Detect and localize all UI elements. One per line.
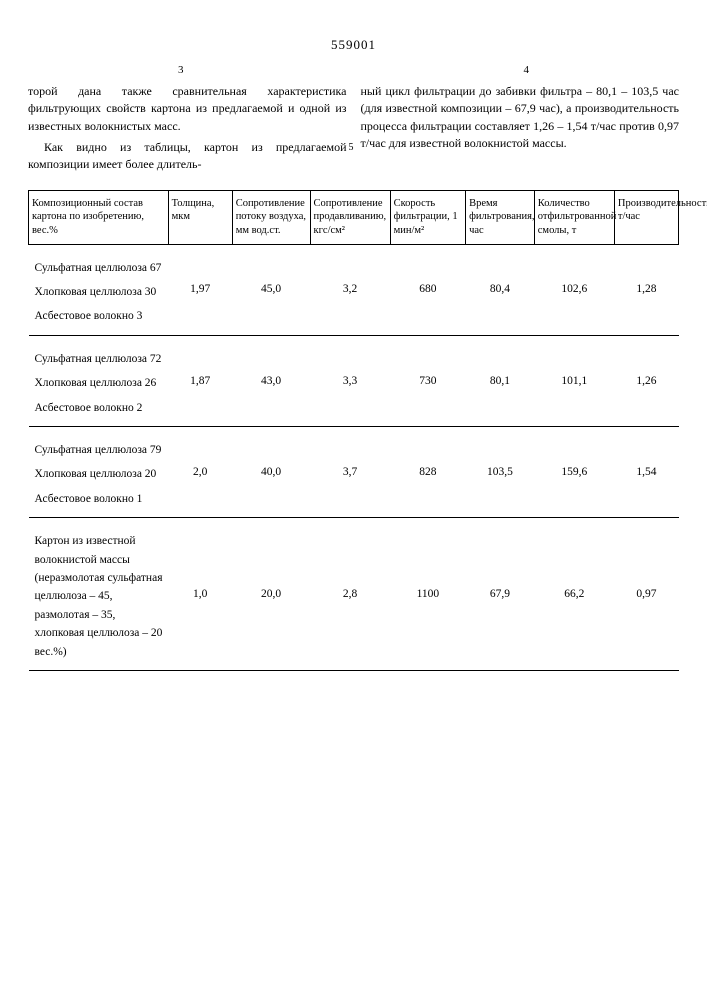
right-para-1: ный цикл фильтрации до забивки фильтра –… (361, 83, 680, 153)
value-cell: 1,54 (614, 427, 678, 518)
col-composition: Композиционный состав картона по изобрет… (29, 190, 169, 244)
col-burst-resistance: Сопротивление продавливанию, кгс/см² (310, 190, 390, 244)
value-cell: 67,9 (466, 518, 535, 671)
col-filtration-speed: Скорость фильтрации, 1 мин/м² (390, 190, 466, 244)
value-cell: 1,28 (614, 244, 678, 335)
table-row: Сульфатная целлюлоза 72 Хлопковая целлюл… (29, 335, 679, 426)
table-header-row: Композиционный состав картона по изобрет… (29, 190, 679, 244)
value-cell: 159,6 (534, 427, 614, 518)
value-cell: 730 (390, 335, 466, 426)
value-cell: 80,1 (466, 335, 535, 426)
comp-line: Сульфатная целлюлоза 79 (35, 441, 165, 459)
left-para-2: Как видно из таблицы, картон из предлага… (28, 139, 347, 174)
value-cell: 103,5 (466, 427, 535, 518)
col-resin-amount: Количество отфильтрованной смолы, т (534, 190, 614, 244)
value-cell: 0,97 (614, 518, 678, 671)
comp-line: Асбестовое волокно 1 (35, 490, 165, 508)
col-productivity: Производительность, т/час (614, 190, 678, 244)
line-marker: 5 (349, 141, 354, 156)
page-right: 4 (524, 63, 530, 79)
composition-cell: Сульфатная целлюлоза 67 Хлопковая целлюл… (29, 244, 169, 335)
page-left: 3 (178, 63, 184, 79)
comp-line: Хлопковая целлюлоза 26 (35, 374, 165, 392)
comp-line: Сульфатная целлюлоза 72 (35, 350, 165, 368)
value-cell: 102,6 (534, 244, 614, 335)
table-row: Картон из известной волокнистой массы (н… (29, 518, 679, 671)
value-cell: 3,7 (310, 427, 390, 518)
col-filtration-time: Время фильтрования, час (466, 190, 535, 244)
table-row: Сульфатная целлюлоза 79 Хлопковая целлюл… (29, 427, 679, 518)
value-cell: 1100 (390, 518, 466, 671)
table-row: Сульфатная целлюлоза 67 Хлопковая целлюл… (29, 244, 679, 335)
data-table: Композиционный состав картона по изобрет… (28, 190, 679, 671)
value-cell: 40,0 (232, 427, 310, 518)
value-cell: 3,3 (310, 335, 390, 426)
value-cell: 66,2 (534, 518, 614, 671)
value-cell: 20,0 (232, 518, 310, 671)
col-air-resistance: Сопротивление потоку воздуха, мм вод.ст. (232, 190, 310, 244)
composition-cell: Сульфатная целлюлоза 79 Хлопковая целлюл… (29, 427, 169, 518)
comp-line: Асбестовое волокно 2 (35, 399, 165, 417)
comp-line: Картон из известной волокнистой массы (н… (35, 532, 165, 661)
value-cell: 1,87 (168, 335, 232, 426)
value-cell: 2,0 (168, 427, 232, 518)
value-cell: 45,0 (232, 244, 310, 335)
value-cell: 1,26 (614, 335, 678, 426)
comp-line: Хлопковая целлюлоза 20 (35, 465, 165, 483)
value-cell: 101,1 (534, 335, 614, 426)
value-cell: 43,0 (232, 335, 310, 426)
page-numbers: 3 4 (28, 63, 679, 79)
col-thickness: Толщина, мкм (168, 190, 232, 244)
comp-line: Хлопковая целлюлоза 30 (35, 283, 165, 301)
composition-cell: Сульфатная целлюлоза 72 Хлопковая целлюл… (29, 335, 169, 426)
value-cell: 80,4 (466, 244, 535, 335)
value-cell: 1,97 (168, 244, 232, 335)
left-column: торой дана также сравнительная характери… (28, 83, 347, 178)
value-cell: 2,8 (310, 518, 390, 671)
comp-line: Сульфатная целлюлоза 67 (35, 259, 165, 277)
document-number: 559001 (28, 36, 679, 55)
value-cell: 680 (390, 244, 466, 335)
value-cell: 828 (390, 427, 466, 518)
text-columns: торой дана также сравнительная характери… (28, 83, 679, 178)
composition-cell: Картон из известной волокнистой массы (н… (29, 518, 169, 671)
comp-line: Асбестовое волокно 3 (35, 307, 165, 325)
value-cell: 1,0 (168, 518, 232, 671)
value-cell: 3,2 (310, 244, 390, 335)
left-para-1: торой дана также сравнительная характери… (28, 83, 347, 135)
right-column: 5 ный цикл фильтрации до забивки фильтра… (361, 83, 680, 178)
